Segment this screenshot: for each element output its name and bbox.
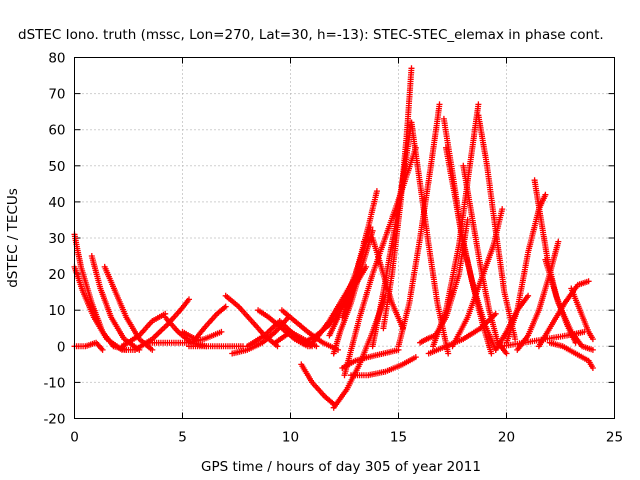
y-tick-label: 0 <box>57 339 66 355</box>
x-axis-label: GPS time / hours of day 305 of year 2011 <box>201 459 481 475</box>
data-point <box>373 188 380 195</box>
x-tick-label: 15 <box>390 430 407 446</box>
plot-frame <box>74 57 615 419</box>
data-point <box>542 191 549 198</box>
data-point <box>475 101 482 108</box>
x-tick-label: 20 <box>498 430 515 446</box>
data-point <box>218 328 225 335</box>
data-point <box>222 303 229 310</box>
data-point <box>492 310 499 317</box>
x-tick-label: 0 <box>70 430 79 446</box>
series-arc39 <box>449 206 506 350</box>
data-point <box>525 292 532 299</box>
series-arc13 <box>229 314 292 357</box>
data-point <box>503 350 510 357</box>
data-point <box>408 65 415 72</box>
series-arc4 <box>101 263 156 353</box>
y-tick-label: 80 <box>48 51 65 67</box>
data-point <box>589 336 596 343</box>
series-arc31 <box>408 119 452 357</box>
y-tick-label: 10 <box>48 303 65 319</box>
series-arc38 <box>475 112 519 343</box>
series-arc11 <box>186 343 246 350</box>
data-point <box>488 350 495 357</box>
y-tick-label: 60 <box>48 123 65 139</box>
data-point <box>581 328 588 335</box>
data-marks <box>71 65 596 411</box>
y-tick-label: -20 <box>43 412 65 428</box>
series-arc6 <box>119 310 169 350</box>
x-tick-label: 5 <box>178 430 187 446</box>
series-arc28 <box>341 144 419 379</box>
y-tick-label: 50 <box>48 159 65 175</box>
x-tick-label: 10 <box>282 430 299 446</box>
series-arc47 <box>568 285 596 343</box>
y-axis-label: dSTEC / TECUs <box>5 188 21 288</box>
y-tick-label: -10 <box>43 375 65 391</box>
series-arc32 <box>395 101 443 350</box>
data-point <box>589 365 596 371</box>
y-tick-label: 30 <box>48 231 65 247</box>
series-arc22 <box>339 188 380 321</box>
series-arc48 <box>499 328 588 350</box>
data-point <box>464 216 471 223</box>
series-arc49 <box>546 339 596 371</box>
series-arc37 <box>430 101 482 350</box>
series-arc40 <box>425 310 499 357</box>
data-point <box>585 278 592 285</box>
series-arc29 <box>380 65 415 332</box>
series-arc5 <box>71 339 106 353</box>
data-point <box>99 346 106 353</box>
data-point <box>412 354 419 361</box>
data-point <box>186 296 192 303</box>
data-point <box>436 101 443 108</box>
data-point <box>555 238 562 245</box>
axis-ticks: 0 5 10 15 20 25 -20 -10 0 10 20 30 40 50 60 70 80 <box>43 51 623 446</box>
x-tick-label: 25 <box>606 430 623 446</box>
series-arc21 <box>330 227 376 357</box>
data-point <box>369 227 376 234</box>
series-arc23 <box>298 361 337 408</box>
data-point <box>589 346 596 353</box>
data-point <box>149 346 156 353</box>
y-tick-label: 20 <box>48 267 65 283</box>
series-arc17 <box>278 307 341 353</box>
series-arc45 <box>542 256 596 353</box>
y-tick-label: 70 <box>48 87 65 103</box>
series-arc10 <box>179 303 229 343</box>
data-point <box>313 343 320 350</box>
y-tick-label: 40 <box>48 195 65 211</box>
series-arc26 <box>348 354 419 379</box>
data-point <box>499 206 506 213</box>
chart-title: dSTEC Iono. truth (mssc, Lon=270, Lat=30… <box>18 27 604 43</box>
series-arc3 <box>88 253 143 353</box>
series-arc2 <box>71 263 138 353</box>
data-point <box>445 350 452 357</box>
